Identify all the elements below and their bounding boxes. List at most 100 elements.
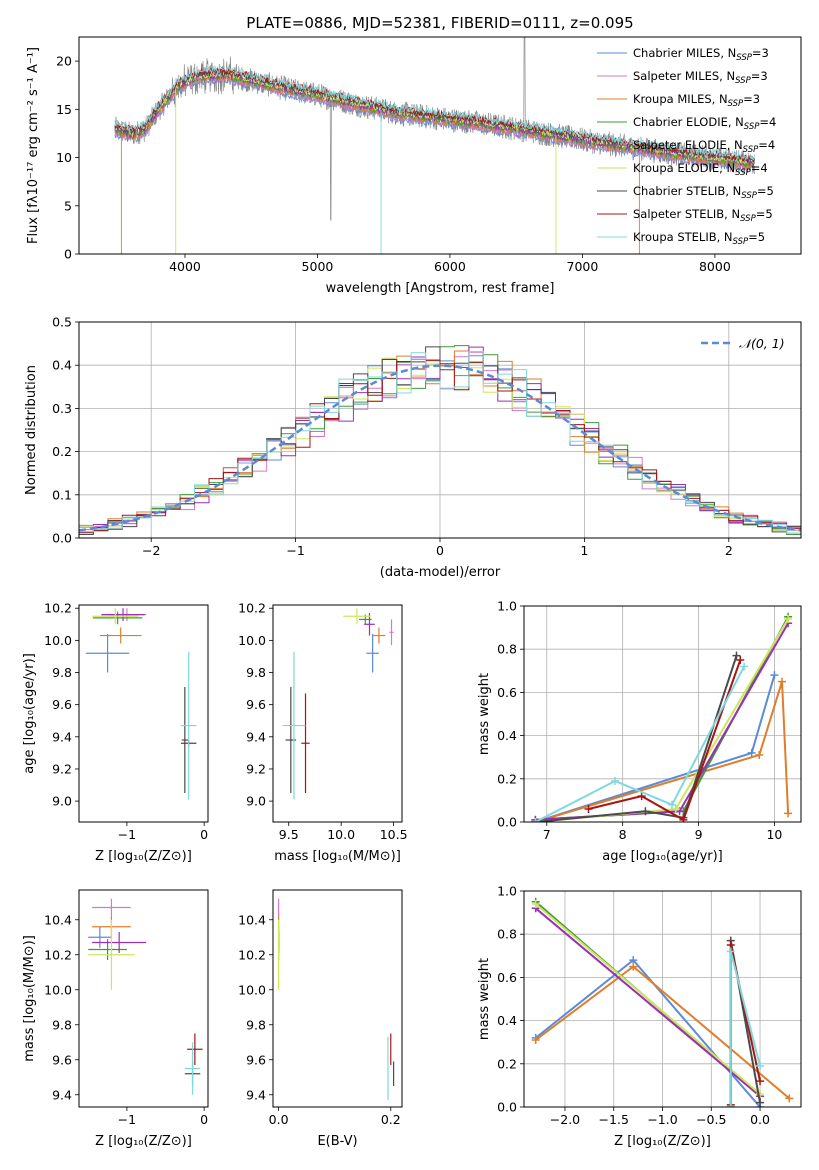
y-tick-label: 9.0 [246,794,266,809]
point-chabrier-miles [366,633,379,673]
x-axis-label: (data-model)/error [380,565,501,580]
x-axis-label: Z [log₁₀(Z/Z⊙)] [95,1134,192,1149]
legend-label: Kroupa MILES, NSSP=3 [633,92,760,109]
y-tick-label: 9.8 [52,1017,72,1032]
series-marker [732,651,741,660]
x-tick-label: −1 [286,543,304,558]
point-kroupa-elodie [88,919,135,990]
series-marker [756,1061,765,1070]
y-tick-label: 10.2 [44,601,72,616]
x-tick-label: 0.0 [750,1112,770,1127]
series-marker [756,1077,765,1086]
axes-frame [272,889,403,1108]
panel-age_vs_Z: −1 0 9.0 9.2 9.4 9.6 9.8 10.0 10.2 Z [log₁₀(Z/Z⊙)… [22,601,209,864]
point-kroupa-stelib [180,651,197,800]
y-tick-label: 0.6 [497,685,517,700]
x-tick-label: 9 [695,827,703,842]
x-tick-label: 8 [619,827,627,842]
point-kroupa-elodie [343,608,371,625]
legend: 𝒩(0, 1) [701,336,785,351]
y-axis-label: Normed distribution [24,365,39,495]
y-tick-label: 0.1 [52,487,72,502]
point-salpeter-miles [92,898,131,917]
y-tick-label: 0.3 [52,401,72,416]
histogram-kroupa-stelib-step [79,351,801,534]
point-kroupa-stelib [282,651,306,800]
x-axis-label: Z [log₁₀(Z/Z⊙)] [95,849,192,864]
series-marker [584,805,593,814]
y-tick-label: 10.2 [238,947,266,962]
series-marker [637,792,646,801]
chart-title: PLATE=0886, MJD=52381, FIBERID=0111, z=0… [246,14,633,32]
legend-label: Salpeter STELIB, NSSP=5 [633,207,773,224]
x-tick-label: 9.5 [279,827,299,842]
axes-frame [78,889,209,1108]
series-marker [740,662,749,671]
y-tick-label: 0.0 [52,531,72,546]
legend: Chabrier MILES, NSSP=3 Salpeter MILES, NS… [597,46,776,247]
y-tick-label: 10.4 [44,912,72,927]
plot-area [531,612,793,822]
axes-frame [78,36,802,255]
series-marker [629,962,638,971]
plot-area [278,898,395,1100]
x-tick-label: 0 [200,1112,208,1127]
legend-label: Chabrier MILES, NSSP=3 [633,46,769,63]
plot-area [88,898,203,1095]
y-axis-label: Flux [fλ10⁻¹⁷ erg cm⁻² s⁻¹ A⁻¹] [26,47,41,244]
series-marker [784,809,793,818]
y-tick-label: 0.8 [497,642,517,657]
y-tick-label: 9.4 [52,1087,72,1102]
plot-area [282,608,394,800]
axes-frame [78,604,209,823]
y-tick-label: 0.4 [52,358,72,373]
series-chabrier-miles-line [535,674,776,822]
point-salpeter-elodie [101,608,145,622]
y-tick-label: 9.2 [52,761,72,776]
point-kroupa-stelib [184,1042,201,1095]
y-tick-label: 0.0 [497,1100,517,1115]
panel-spectrum: 4000 5000 6000 7000 8000 0 5 10 15 20 wavelength [… [26,14,802,296]
x-tick-label: −1.0 [647,1112,677,1127]
y-tick-label: 10.0 [44,982,72,997]
y-tick-label: 5 [64,198,72,213]
y-axis-label: mass [log₁₀(M/M⊙)] [22,935,37,1062]
y-tick-label: 9.6 [52,697,72,712]
y-tick-label: 0.2 [52,444,72,459]
y-tick-label: 9.0 [52,794,72,809]
x-tick-label: 10.0 [327,827,355,842]
legend-label: Kroupa ELODIE, NSSP=4 [633,161,768,178]
panel-massweight_vs_Z: −2.0 −1.5 −1.0 −0.5 0.0 0.0 0.2 0.4 0.6 0.8 1.0 Z [… [477,884,802,1149]
x-axis-label: wavelength [Angstrom, rest frame] [326,281,555,296]
series-marker [770,671,779,680]
axes-frame [78,321,802,539]
gaussian-reference-line [79,364,801,532]
x-tick-label: 6000 [434,259,466,274]
series-marker [531,1036,540,1045]
histogram-salpeter-stelib-step [79,360,801,534]
legend-label: Salpeter MILES, NSSP=3 [633,69,768,86]
point-chabrier-miles [88,926,112,948]
x-axis-label: E(B-V) [317,1134,357,1149]
y-tick-label: 10.2 [44,947,72,962]
series-marker [531,818,540,822]
point-kroupa-elodie [92,608,139,625]
histogram-salpeter-elodie-step [79,346,801,533]
y-axis-label: age [log₁₀(age/yr)] [22,653,37,774]
series-kroupa-miles-line [535,681,790,822]
series-marker [736,656,745,664]
x-tick-label: 7 [543,827,551,842]
y-tick-label: 10.0 [44,633,72,648]
point-chabrier-elodie [92,611,143,625]
x-tick-label: 0 [200,827,208,842]
series-kroupa-stelib-line [534,666,745,822]
y-tick-label: 9.6 [246,697,266,712]
series-marker [726,1103,735,1107]
y-tick-label: 9.8 [246,665,266,680]
panel-mass_vs_EBV: 0.0 0.2 9.4 9.6 9.8 10.0 10.2 10.4 E(B-V) [238,889,403,1149]
plot-area [79,345,801,535]
panel-massweight_vs_age: 7 8 9 10 0.0 0.2 0.4 0.6 0.8 1.0 age [log₁₀(age/yr… [477,599,802,864]
legend-label: Chabrier STELIB, NSSP=5 [633,184,774,201]
plot-area [114,37,755,254]
y-tick-label: 0.0 [497,815,517,830]
